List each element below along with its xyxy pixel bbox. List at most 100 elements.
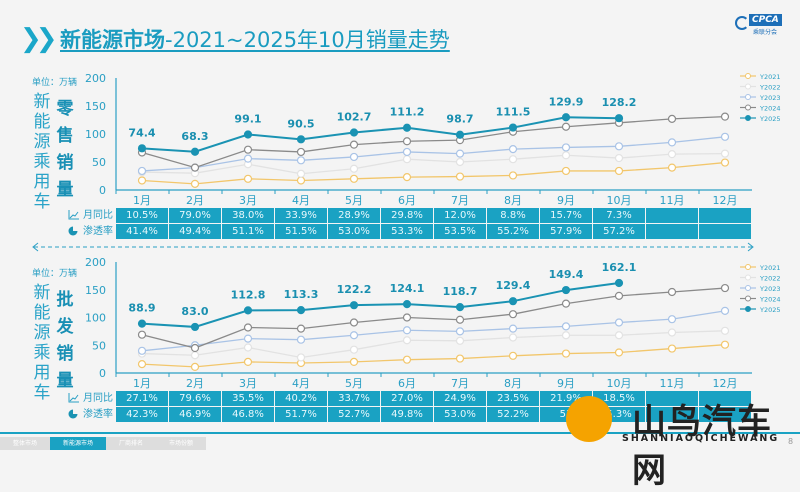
yoy-cell: 79.6% bbox=[169, 391, 222, 407]
data-point-Y2021 bbox=[243, 357, 253, 366]
data-point-Y2022 bbox=[614, 153, 624, 163]
data-point-Y2021 bbox=[349, 357, 359, 366]
yoy-cell: 27.0% bbox=[381, 391, 434, 407]
footer-tab[interactable]: 市场份额 bbox=[156, 437, 207, 450]
data-label: 162.1 bbox=[602, 261, 637, 274]
x-tick-label: 2月 bbox=[186, 194, 204, 207]
data-point-Y2023 bbox=[402, 326, 412, 335]
y-tick-label: 200 bbox=[85, 72, 106, 85]
data-point-Y2025 bbox=[508, 297, 518, 306]
penetration-cell: 52.7% bbox=[328, 407, 381, 423]
data-label: 88.9 bbox=[128, 302, 155, 315]
data-label: 118.7 bbox=[443, 285, 478, 298]
legend-label: Y2025 bbox=[759, 306, 781, 314]
x-tick-label: 8月 bbox=[504, 194, 522, 207]
y-tick-label: 100 bbox=[85, 128, 106, 141]
data-point-Y2022 bbox=[667, 150, 677, 159]
yoy-cell: 35.5% bbox=[222, 391, 275, 407]
legend-marker bbox=[745, 83, 751, 90]
data-point-Y2025 bbox=[137, 144, 147, 153]
series-line-Y2024 bbox=[141, 287, 726, 349]
data-point-Y2022 bbox=[720, 149, 730, 158]
data-point-Y2025 bbox=[349, 301, 359, 310]
penetration-cell: 46.9% bbox=[169, 407, 222, 423]
footer-divider bbox=[0, 432, 800, 434]
yoy-cell: 24.9% bbox=[434, 391, 487, 407]
data-point-Y2023 bbox=[296, 156, 306, 165]
data-point-Y2021 bbox=[349, 174, 359, 183]
data-point-Y2021 bbox=[720, 158, 730, 167]
yoy-cell: 33.7% bbox=[328, 391, 381, 407]
data-point-Y2024 bbox=[349, 140, 359, 149]
x-tick-label: 12月 bbox=[713, 377, 738, 390]
data-point-Y2025 bbox=[508, 123, 518, 132]
data-point-Y2023 bbox=[402, 147, 412, 157]
data-point-Y2024 bbox=[296, 324, 306, 333]
x-tick-label: 3月 bbox=[239, 194, 257, 207]
y-tick-label: 150 bbox=[85, 100, 106, 113]
data-label: 99.1 bbox=[234, 113, 261, 126]
penetration-cell bbox=[699, 224, 752, 240]
data-point-Y2024 bbox=[614, 291, 624, 300]
yoy-cell: 7.3% bbox=[593, 208, 646, 224]
data-point-Y2023 bbox=[561, 143, 571, 152]
side-label: 新能源乘用车 bbox=[33, 92, 51, 212]
data-point-Y2022 bbox=[667, 328, 677, 337]
data-point-Y2023 bbox=[243, 154, 253, 163]
yoy-row-label: 月同比 bbox=[66, 391, 116, 407]
data-label: 111.5 bbox=[496, 106, 531, 119]
cpca-logo: CPCA 乘联分会 bbox=[735, 14, 791, 36]
penetration-cell: 52.2% bbox=[487, 407, 540, 423]
data-point-Y2025 bbox=[296, 135, 306, 144]
yoy-cell: 79.0% bbox=[169, 208, 222, 224]
footer-tab[interactable]: 新能源市场 bbox=[50, 437, 107, 450]
data-point-Y2024 bbox=[243, 145, 253, 154]
x-tick-label: 11月 bbox=[660, 194, 685, 207]
legend-marker bbox=[745, 295, 751, 302]
footer-tab[interactable]: 整体市场 bbox=[0, 437, 51, 450]
data-point-Y2021 bbox=[455, 354, 465, 363]
footer-tabs: 整体市场 新能源市场 厂商排名 市场份额 bbox=[0, 437, 207, 450]
data-label: 113.3 bbox=[284, 288, 319, 301]
yoy-cell: 23.5% bbox=[487, 391, 540, 407]
data-label: 83.0 bbox=[181, 305, 208, 318]
x-tick-label: 12月 bbox=[713, 194, 738, 207]
yoy-cell bbox=[699, 391, 752, 407]
data-point-Y2024 bbox=[402, 313, 412, 322]
x-tick-label: 5月 bbox=[345, 377, 363, 390]
data-point-Y2023 bbox=[349, 152, 359, 162]
data-point-Y2023 bbox=[296, 335, 306, 344]
series-line-Y2022 bbox=[141, 152, 726, 175]
series-line-Y2022 bbox=[141, 330, 726, 359]
data-point-Y2024 bbox=[137, 330, 147, 339]
data-point-Y2024 bbox=[720, 112, 730, 121]
data-point-Y2022 bbox=[614, 331, 624, 340]
footer-tab[interactable]: 厂商排名 bbox=[106, 437, 157, 450]
data-point-Y2025 bbox=[349, 128, 359, 137]
data-point-Y2021 bbox=[137, 176, 147, 185]
legend-label: Y2023 bbox=[759, 285, 781, 293]
data-point-Y2024 bbox=[190, 343, 200, 353]
data-point-Y2025 bbox=[455, 303, 465, 312]
data-point-Y2023 bbox=[614, 318, 624, 327]
x-tick-label: 3月 bbox=[239, 377, 257, 390]
data-point-Y2025 bbox=[190, 147, 200, 156]
penetration-cell: 57.2% bbox=[593, 224, 646, 240]
series-line-Y2024 bbox=[141, 115, 726, 169]
data-label: 68.3 bbox=[181, 130, 208, 143]
data-label: 149.4 bbox=[549, 268, 584, 281]
chart-title: 零售销量 bbox=[56, 99, 74, 200]
line-charts: 0 50 100 150 200 1月 2月 3月 4月 5月 6月 7月 8月 9月 10月 11月 12月 Y… bbox=[32, 72, 781, 390]
data-point-Y2024 bbox=[455, 315, 465, 324]
penetration-cell: 51.5% bbox=[275, 224, 328, 240]
series-line-Y2023 bbox=[141, 310, 726, 352]
data-point-Y2022 bbox=[296, 169, 306, 178]
data-point-Y2025 bbox=[243, 306, 253, 315]
data-point-Y2025 bbox=[614, 278, 624, 288]
data-point-Y2021 bbox=[561, 349, 571, 358]
legend-label: Y2024 bbox=[759, 105, 781, 113]
legend-marker bbox=[745, 94, 751, 100]
data-point-Y2025 bbox=[243, 130, 253, 139]
yoy-cell: 28.9% bbox=[328, 208, 381, 224]
line-chart-icon bbox=[68, 393, 79, 403]
